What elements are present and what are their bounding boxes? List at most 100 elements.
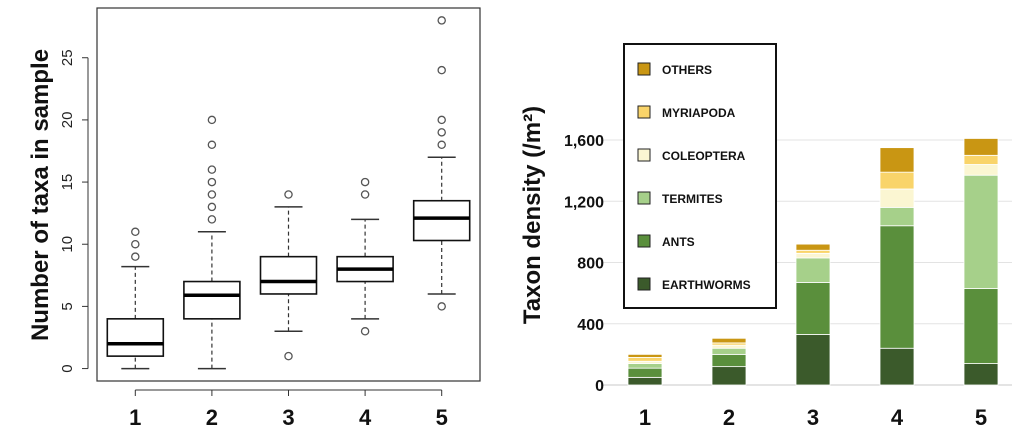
legend-label: COLEOPTERA <box>662 149 746 163</box>
stacked-bar-panel: Taxon density (/m²) 0 400 800 1,200 1,600 1 2… <box>519 43 1012 430</box>
legend-item-myriapoda: MYRIAPODA <box>637 105 736 120</box>
outlier-point <box>284 190 293 199</box>
legend-label: ANTS <box>662 235 695 249</box>
outlier-point <box>207 165 217 174</box>
outlier-point <box>207 202 217 212</box>
interquartile-box <box>412 199 471 242</box>
box-plot-x-tick-label: 2 <box>206 405 218 430</box>
outlier-point <box>437 115 446 125</box>
legend-swatch <box>637 148 651 162</box>
box-plot-box-3 <box>259 190 318 361</box>
bar-segment-ants <box>795 282 831 335</box>
stacked-bar-4 <box>879 147 915 386</box>
outlier-point <box>437 302 446 311</box>
outlier-point <box>437 16 446 25</box>
bar-segment-earthworms <box>879 347 915 386</box>
stacked-bar-1 <box>627 353 663 386</box>
legend-swatch <box>637 234 651 248</box>
outlier-point <box>207 115 217 125</box>
box-plot-box-5 <box>412 16 471 311</box>
box-plot-x-tick-label: 3 <box>282 405 294 430</box>
interquartile-box <box>106 318 165 357</box>
bar-segment-myriapoda <box>963 154 999 165</box>
legend-item-others: OTHERS <box>637 62 712 77</box>
bar-segment-ants <box>963 288 999 364</box>
outlier-point <box>360 327 370 336</box>
outlier-point <box>437 65 446 75</box>
bar-segment-others <box>627 353 663 358</box>
legend-label: OTHERS <box>662 63 712 77</box>
box-plot-y-axis-label: Number of taxa in sample <box>27 49 54 341</box>
bar-segment-ants <box>711 353 747 368</box>
box-plot-y-tick-label: 25 <box>59 49 76 66</box>
bar-segment-others <box>795 243 831 251</box>
box-plot-y-tick-label: 0 <box>59 364 76 372</box>
bar-segment-ants <box>879 225 915 349</box>
outlier-point <box>131 252 140 261</box>
box-plot-box-4 <box>336 177 394 336</box>
box-plot-x-tick-label: 4 <box>359 405 372 430</box>
stacked-bar-5 <box>963 138 999 386</box>
bar-segment-termites <box>963 174 999 289</box>
legend-label: EARTHWORMS <box>662 278 751 292</box>
bar-chart-y-tick-label: 1,600 <box>564 133 604 150</box>
bar-segment-ants <box>627 367 663 378</box>
legend-label: TERMITES <box>662 192 723 206</box>
box-plot-frame <box>96 7 481 382</box>
bar-segment-myriapoda <box>795 249 831 254</box>
bar-segment-earthworms <box>963 363 999 386</box>
outlier-point <box>207 215 217 224</box>
outlier-point <box>207 140 217 150</box>
bar-segment-coleoptera <box>963 164 999 176</box>
box-plot-y-tick-label: 10 <box>59 236 76 253</box>
box-plot-y-tick-label: 5 <box>59 302 76 310</box>
legend-item-earthworms: EARTHWORMS <box>637 277 751 292</box>
legend-item-coleoptera: COLEOPTERA <box>637 148 746 163</box>
bar-chart-x-tick-label: 3 <box>807 405 819 430</box>
bar-segment-coleoptera <box>795 252 831 259</box>
bar-segment-earthworms <box>627 376 663 386</box>
legend-swatch <box>637 277 651 291</box>
bar-segment-termites <box>711 347 747 355</box>
outlier-point <box>207 190 217 199</box>
bar-segment-myriapoda <box>879 171 915 190</box>
stacked-bar-2 <box>711 337 747 386</box>
interquartile-box <box>183 280 241 320</box>
bar-chart-x-tick-label: 2 <box>723 405 735 430</box>
box-plot-panel: Number of taxa in sample 0 5 10 15 20 25 1 2 3 4… <box>27 7 481 430</box>
legend-item-ants: ANTS <box>637 234 695 249</box>
outlier-point <box>360 190 370 199</box>
box-plot-x-tick-label: 1 <box>129 405 141 430</box>
bar-segment-termites <box>879 206 915 227</box>
outlier-point <box>437 140 446 150</box>
bar-chart-y-tick-label: 800 <box>577 256 604 273</box>
legend-item-termites: TERMITES <box>637 191 723 206</box>
bar-chart-y-axis-label: Taxon density (/m²) <box>519 106 546 324</box>
bar-segment-termites <box>795 257 831 283</box>
bar-chart-x-tick-label: 4 <box>891 405 904 430</box>
stacked-bar-3 <box>795 243 831 386</box>
bar-segment-earthworms <box>711 366 747 386</box>
box-plot-box-1 <box>106 227 165 370</box>
interquartile-box <box>259 255 318 295</box>
bar-chart-y-tick-label: 0 <box>595 378 604 395</box>
legend-swatch <box>637 62 651 76</box>
outlier-point <box>284 351 293 361</box>
bar-segment-coleoptera <box>711 344 747 349</box>
legend: OTHERS MYRIAPODA COLEOPTERA TERMITES ANTS EAR… <box>623 43 777 309</box>
legend-swatch <box>637 105 651 119</box>
bar-chart-y-tick-label: 1,200 <box>564 194 604 211</box>
bar-segment-others <box>711 337 747 344</box>
outlier-point <box>207 177 217 187</box>
bar-segment-others <box>879 147 915 173</box>
outlier-point <box>437 128 446 137</box>
legend-label: MYRIAPODA <box>662 106 736 120</box>
outlier-point <box>131 239 140 249</box>
box-plot-y-tick-label: 15 <box>59 174 76 191</box>
bar-segment-termites <box>627 363 663 369</box>
bar-segment-others <box>963 138 999 156</box>
bar-chart-y-tick-label: 400 <box>577 317 604 334</box>
outlier-point <box>131 227 140 237</box>
bar-segment-coleoptera <box>879 188 915 208</box>
